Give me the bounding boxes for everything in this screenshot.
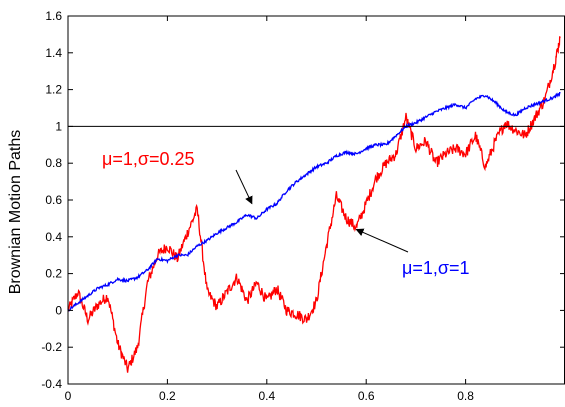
x-tick-label: 0.2 (159, 389, 176, 403)
y-tick-label: 0.2 (45, 267, 62, 281)
annotation-arrow-0 (235, 169, 253, 205)
y-axis-label: Brownian Motion Paths (7, 130, 24, 295)
y-tick-label: 1.4 (45, 46, 62, 60)
x-tick-label: 0.6 (358, 389, 375, 403)
series-layer (67, 36, 561, 373)
x-tick-label: 0.8 (457, 389, 474, 403)
x-tick-label: 0 (65, 389, 72, 403)
y-tick-label: 1.6 (45, 9, 62, 23)
y-tick-label: 1.2 (45, 83, 62, 97)
annotation-label-0: μ=1,σ=0.25 (102, 149, 195, 169)
annotations: μ=1,σ=0.25 μ=1,σ=1 (102, 149, 470, 278)
y-tick-label: 1 (55, 119, 62, 133)
y-axis: -0.4 -0.2 0 0.2 0.4 0.6 0.8 1 1.2 1.4 1.6 (41, 9, 565, 391)
series-line-1 (67, 91, 561, 312)
x-axis: 0 0.2 0.4 0.6 0.8 (65, 16, 474, 403)
x-tick-label: 0.4 (258, 389, 275, 403)
y-tick-label: 0.6 (45, 193, 62, 207)
y-tick-label: -0.2 (41, 340, 62, 354)
y-tick-label: 0.4 (45, 230, 62, 244)
y-tick-label: 0.8 (45, 156, 62, 170)
plot-frame (67, 15, 565, 385)
y-tick-label: -0.4 (41, 377, 62, 391)
annotation-arrow-1 (355, 228, 409, 253)
series-line-0 (67, 36, 561, 373)
annotation-label-1: μ=1,σ=1 (402, 258, 470, 278)
plot-area: 0 0.2 0.4 0.6 0.8 -0.4 -0.2 0 0.2 0.4 0.6 0.8 1 1.2 1… (41, 9, 565, 403)
y-tick-label: 0 (55, 303, 62, 317)
